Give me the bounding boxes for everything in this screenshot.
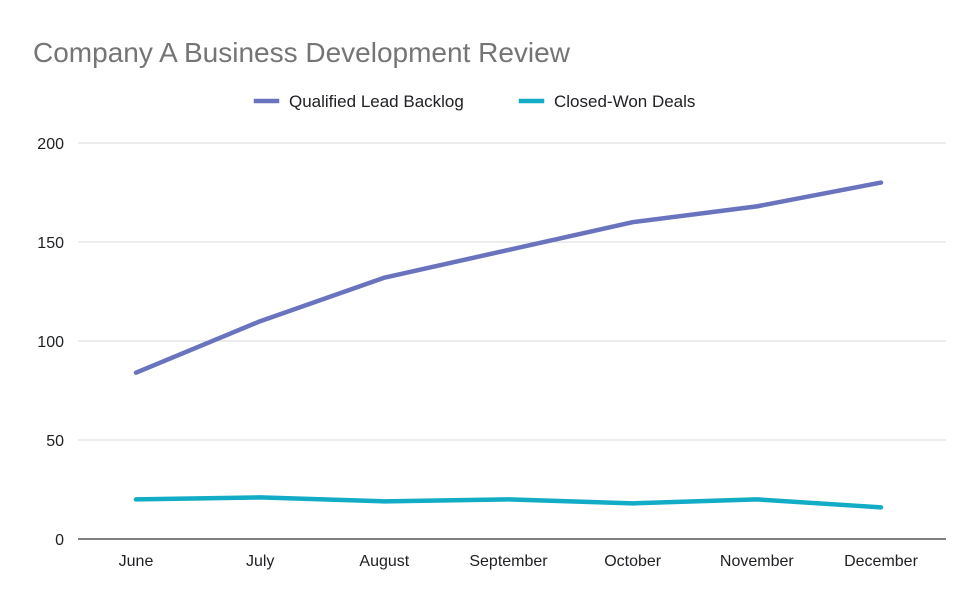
chart-title: Company A Business Development Review: [33, 37, 571, 68]
x-tick-label-september: September: [469, 553, 548, 570]
legend-item-closed-won-deals[interactable]: Closed-Won Deals: [518, 92, 695, 111]
grid-lines: [78, 142, 946, 540]
x-tick-label-august: August: [359, 553, 409, 570]
legend-label-closed-won-deals: Closed-Won Deals: [554, 92, 695, 111]
y-tick-label-200: 200: [37, 136, 64, 153]
y-tick-label-100: 100: [37, 334, 64, 351]
x-tick-label-june: June: [119, 553, 154, 570]
x-axis-ticks: June July August September October November De…: [119, 553, 919, 570]
series-line-closed-won-deals[interactable]: [133, 495, 884, 510]
series-line-qualified-lead-backlog[interactable]: [133, 180, 884, 375]
y-tick-label-150: 150: [37, 235, 64, 252]
x-tick-label-july: July: [246, 553, 274, 570]
y-axis-ticks: 0 50 100 150 200: [37, 136, 64, 549]
y-tick-label-0: 0: [55, 532, 64, 549]
x-tick-label-december: December: [844, 553, 918, 570]
x-tick-label-november: November: [720, 553, 794, 570]
y-tick-label-50: 50: [46, 433, 64, 450]
legend-label-qualified-lead-backlog: Qualified Lead Backlog: [289, 92, 464, 111]
series-layer: [133, 180, 884, 510]
legend: Qualified Lead Backlog Closed-Won Deals: [253, 92, 695, 111]
x-tick-label-october: October: [604, 553, 662, 570]
legend-item-qualified-lead-backlog[interactable]: Qualified Lead Backlog: [253, 92, 464, 111]
